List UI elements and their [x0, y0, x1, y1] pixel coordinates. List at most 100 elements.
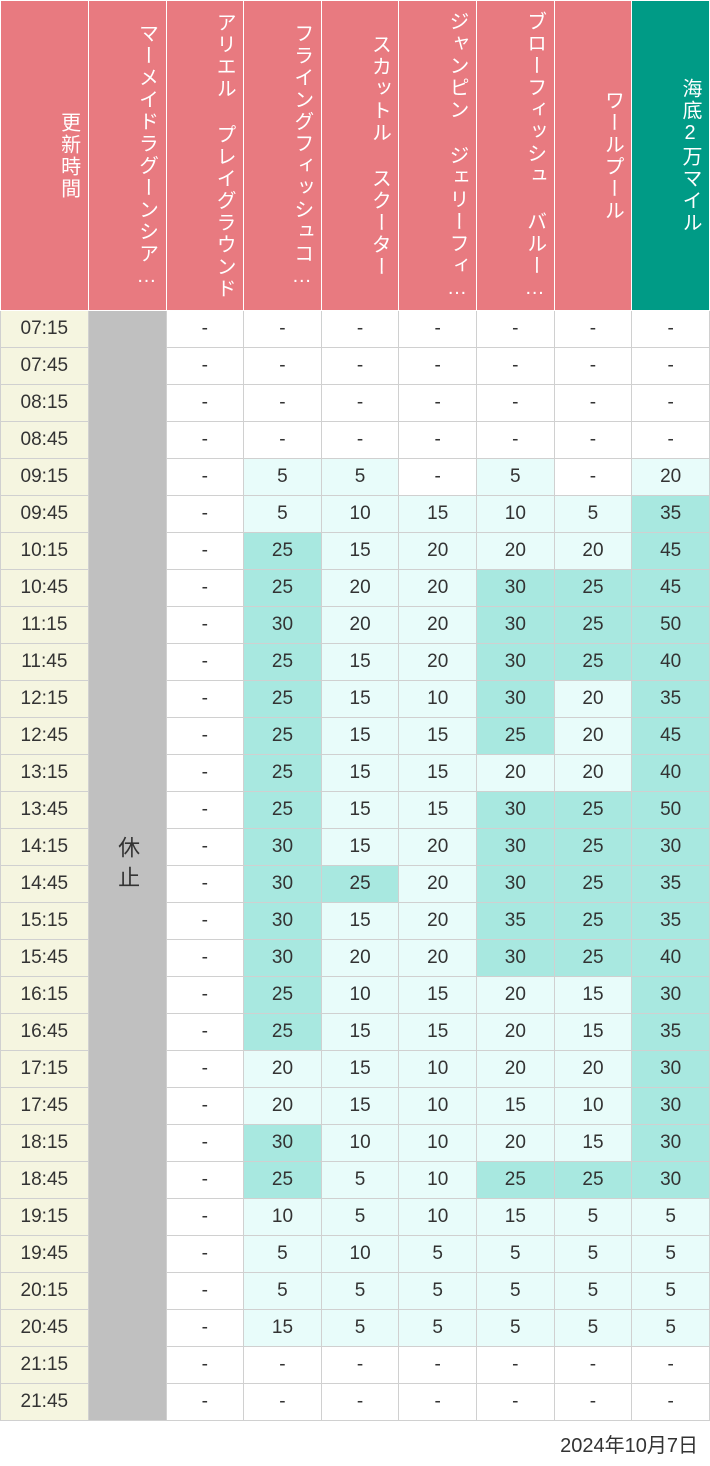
value-cell: 25	[554, 644, 632, 681]
value-cell: 45	[632, 533, 710, 570]
value-cell: 10	[321, 1125, 399, 1162]
value-cell: 40	[632, 644, 710, 681]
time-cell: 20:45	[1, 1310, 89, 1347]
value-cell: 25	[554, 570, 632, 607]
value-cell: -	[399, 348, 477, 385]
value-cell: -	[632, 348, 710, 385]
attraction-header-7: ワールプール	[554, 1, 632, 311]
value-cell: -	[166, 755, 244, 792]
value-cell: -	[166, 496, 244, 533]
value-cell: 15	[477, 1199, 555, 1236]
value-cell: 20	[554, 533, 632, 570]
value-cell: 25	[477, 718, 555, 755]
value-cell: 30	[632, 1088, 710, 1125]
time-cell: 13:15	[1, 755, 89, 792]
value-cell: -	[166, 1088, 244, 1125]
value-cell: -	[166, 681, 244, 718]
value-cell: 30	[632, 829, 710, 866]
value-cell: 15	[321, 903, 399, 940]
time-cell: 14:45	[1, 866, 89, 903]
value-cell: 15	[399, 496, 477, 533]
value-cell: 20	[321, 940, 399, 977]
value-cell: 15	[321, 1051, 399, 1088]
value-cell: 25	[244, 792, 322, 829]
time-cell: 08:45	[1, 422, 89, 459]
value-cell: -	[321, 311, 399, 348]
value-cell: 25	[244, 718, 322, 755]
time-cell: 15:45	[1, 940, 89, 977]
value-cell: 20	[244, 1088, 322, 1125]
time-cell: 15:15	[1, 903, 89, 940]
time-cell: 09:45	[1, 496, 89, 533]
time-cell: 08:15	[1, 385, 89, 422]
closed-cell: 休止	[88, 311, 166, 1421]
value-cell: -	[477, 348, 555, 385]
value-cell: 15	[321, 644, 399, 681]
value-cell: 10	[399, 681, 477, 718]
value-cell: 35	[632, 496, 710, 533]
value-cell: -	[244, 385, 322, 422]
value-cell: -	[166, 829, 244, 866]
time-cell: 21:45	[1, 1384, 89, 1421]
value-cell: 20	[321, 607, 399, 644]
value-cell: 20	[477, 755, 555, 792]
value-cell: 10	[321, 1236, 399, 1273]
value-cell: 10	[399, 1125, 477, 1162]
value-cell: -	[399, 1384, 477, 1421]
value-cell: 50	[632, 607, 710, 644]
time-cell: 17:45	[1, 1088, 89, 1125]
value-cell: -	[166, 718, 244, 755]
value-cell: 20	[399, 607, 477, 644]
value-cell: -	[166, 1236, 244, 1273]
value-cell: 30	[244, 940, 322, 977]
value-cell: 25	[244, 1014, 322, 1051]
value-cell: 5	[244, 459, 322, 496]
value-cell: -	[477, 385, 555, 422]
time-cell: 12:45	[1, 718, 89, 755]
time-cell: 10:45	[1, 570, 89, 607]
value-cell: -	[632, 422, 710, 459]
value-cell: 5	[554, 496, 632, 533]
time-header: 更新時間	[1, 1, 89, 311]
value-cell: -	[554, 385, 632, 422]
value-cell: 10	[399, 1199, 477, 1236]
value-cell: 30	[477, 940, 555, 977]
value-cell: 25	[554, 940, 632, 977]
value-cell: 30	[477, 570, 555, 607]
value-cell: 20	[399, 940, 477, 977]
value-cell: 30	[244, 903, 322, 940]
value-cell: -	[166, 1199, 244, 1236]
value-cell: 5	[399, 1236, 477, 1273]
value-cell: 5	[321, 1199, 399, 1236]
value-cell: 25	[244, 644, 322, 681]
value-cell: -	[166, 533, 244, 570]
value-cell: -	[632, 385, 710, 422]
value-cell: -	[554, 1384, 632, 1421]
value-cell: -	[166, 422, 244, 459]
time-cell: 09:15	[1, 459, 89, 496]
value-cell: 30	[477, 681, 555, 718]
time-cell: 11:15	[1, 607, 89, 644]
value-cell: 15	[321, 755, 399, 792]
value-cell: 20	[554, 1051, 632, 1088]
attraction-header-4: スカットル スクーター	[321, 1, 399, 311]
time-cell: 20:15	[1, 1273, 89, 1310]
value-cell: 45	[632, 718, 710, 755]
value-cell: -	[477, 422, 555, 459]
value-cell: 25	[554, 1162, 632, 1199]
time-cell: 10:15	[1, 533, 89, 570]
value-cell: -	[244, 1347, 322, 1384]
value-cell: 25	[244, 1162, 322, 1199]
value-cell: 15	[399, 977, 477, 1014]
value-cell: -	[244, 422, 322, 459]
value-cell: 5	[632, 1273, 710, 1310]
value-cell: 20	[632, 459, 710, 496]
value-cell: -	[244, 311, 322, 348]
value-cell: 15	[321, 792, 399, 829]
wait-time-table: 更新時間マーメイドラグーンシア…アリエル プレイグラウンドフライングフィッシュコ…	[0, 0, 710, 1466]
value-cell: 30	[632, 1125, 710, 1162]
value-cell: 30	[244, 607, 322, 644]
value-cell: 25	[554, 903, 632, 940]
value-cell: 10	[321, 977, 399, 1014]
value-cell: -	[632, 311, 710, 348]
